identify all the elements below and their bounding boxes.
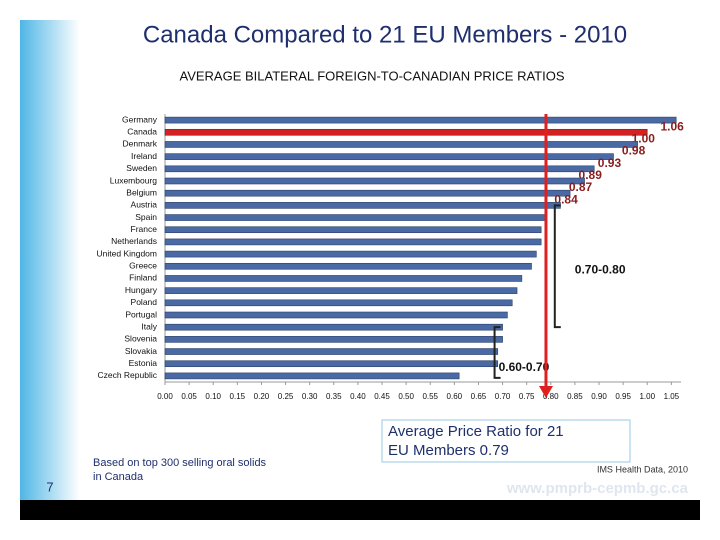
category-label: Belgium	[126, 187, 157, 197]
category-label: United Kingdom	[97, 248, 157, 258]
category-label: Portugal	[125, 309, 157, 319]
average-line1: Average Price Ratio for 21	[388, 423, 564, 440]
x-tick-label: 0.65	[471, 392, 487, 401]
x-tick-label: 0.90	[591, 392, 607, 401]
value-label: 0.87	[569, 180, 593, 194]
x-tick-label: 0.60	[447, 392, 463, 401]
page-number: 7	[46, 479, 53, 494]
bar	[164, 287, 518, 294]
x-tick-label: 0.25	[278, 392, 294, 401]
x-tick-label: 0.15	[230, 392, 246, 401]
x-tick-label: 0.40	[350, 392, 366, 401]
bar	[164, 165, 595, 173]
average-line2: EU Members 0.79	[388, 442, 509, 459]
category-label: Sweden	[126, 163, 157, 173]
x-tick-label: 0.50	[398, 392, 414, 401]
bar	[164, 250, 537, 258]
footnote-line2: in Canada	[93, 471, 144, 483]
bar	[164, 372, 460, 380]
bar	[164, 153, 614, 160]
x-tick-label: 1.00	[639, 392, 655, 401]
x-tick-label: 0.05	[181, 392, 197, 401]
category-label: Slovenia	[124, 334, 157, 344]
category-label: Slovakia	[125, 346, 157, 356]
bar	[164, 226, 542, 234]
x-tick-label: 0.00	[157, 392, 173, 401]
category-label: Ireland	[131, 151, 157, 161]
bar	[164, 262, 532, 270]
category-label: Czech Republic	[97, 370, 157, 380]
footnote-line1: Based on top 300 selling oral solids	[93, 457, 267, 469]
bracket	[553, 204, 561, 329]
x-tick-label: 0.80	[543, 392, 559, 401]
slide-title: Canada Compared to 21 EU Members - 2010	[143, 21, 627, 48]
url: www.pmprb-cepmb.gc.ca	[506, 480, 689, 497]
category-label: Austria	[131, 200, 158, 210]
bar	[164, 348, 499, 355]
bar	[164, 214, 547, 221]
value-label: 1.06	[660, 119, 684, 133]
x-tick-label: 0.10	[205, 392, 221, 401]
category-label: Estonia	[129, 358, 158, 368]
x-tick-label: 0.30	[302, 392, 318, 401]
bracket	[493, 326, 501, 379]
average-text: Average Price Ratio for 21 EU Members 0.…	[388, 423, 568, 459]
category-label: Italy	[141, 321, 157, 331]
x-tick-label: 0.75	[519, 392, 535, 401]
bar	[164, 299, 513, 307]
source: IMS Health Data, 2010	[597, 464, 688, 474]
bar	[164, 336, 503, 343]
chart-title: AVERAGE BILATERAL FOREIGN-TO-CANADIAN PR…	[179, 68, 564, 83]
bar	[164, 116, 677, 124]
bottom-bar	[20, 500, 700, 520]
x-tick-label: 0.55	[422, 392, 438, 401]
category-label: Spain	[135, 212, 157, 222]
bar	[164, 323, 503, 331]
value-label: 0.93	[598, 156, 622, 170]
category-label: Luxembourg	[110, 175, 158, 185]
category-label: Germany	[122, 114, 158, 124]
category-label: Finland	[129, 273, 157, 283]
bar	[164, 141, 638, 148]
bracket-label: 0.70-0.80	[575, 262, 626, 276]
category-label: Poland	[131, 297, 158, 307]
x-tick-label: 0.35	[326, 392, 342, 401]
average-box	[381, 419, 631, 463]
footnote: Based on top 300 selling oral solids in …	[93, 457, 269, 483]
bar	[164, 202, 561, 209]
bar	[164, 275, 523, 282]
category-label: Netherlands	[111, 236, 157, 246]
bar	[164, 189, 571, 197]
x-tick-label: 0.70	[495, 392, 511, 401]
bar	[164, 128, 648, 136]
value-label: 0.98	[622, 144, 646, 158]
bar	[164, 360, 499, 368]
bar	[164, 238, 542, 246]
bracket-label: 0.60-0.70	[499, 360, 550, 374]
bar	[164, 177, 585, 185]
category-label: Greece	[129, 261, 157, 271]
category-label: France	[131, 224, 158, 234]
side-strip	[20, 20, 80, 500]
category-label: Canada	[127, 127, 157, 137]
x-tick-label: 0.20	[254, 392, 270, 401]
category-label: Hungary	[125, 285, 158, 295]
bar	[164, 311, 508, 319]
category-label: Denmark	[123, 139, 158, 149]
x-tick-label: 0.95	[615, 392, 631, 401]
x-tick-label: 0.45	[374, 392, 390, 401]
average-arrow	[538, 386, 553, 398]
x-tick-label: 1.05	[664, 392, 680, 401]
x-tick-label: 0.85	[567, 392, 583, 401]
